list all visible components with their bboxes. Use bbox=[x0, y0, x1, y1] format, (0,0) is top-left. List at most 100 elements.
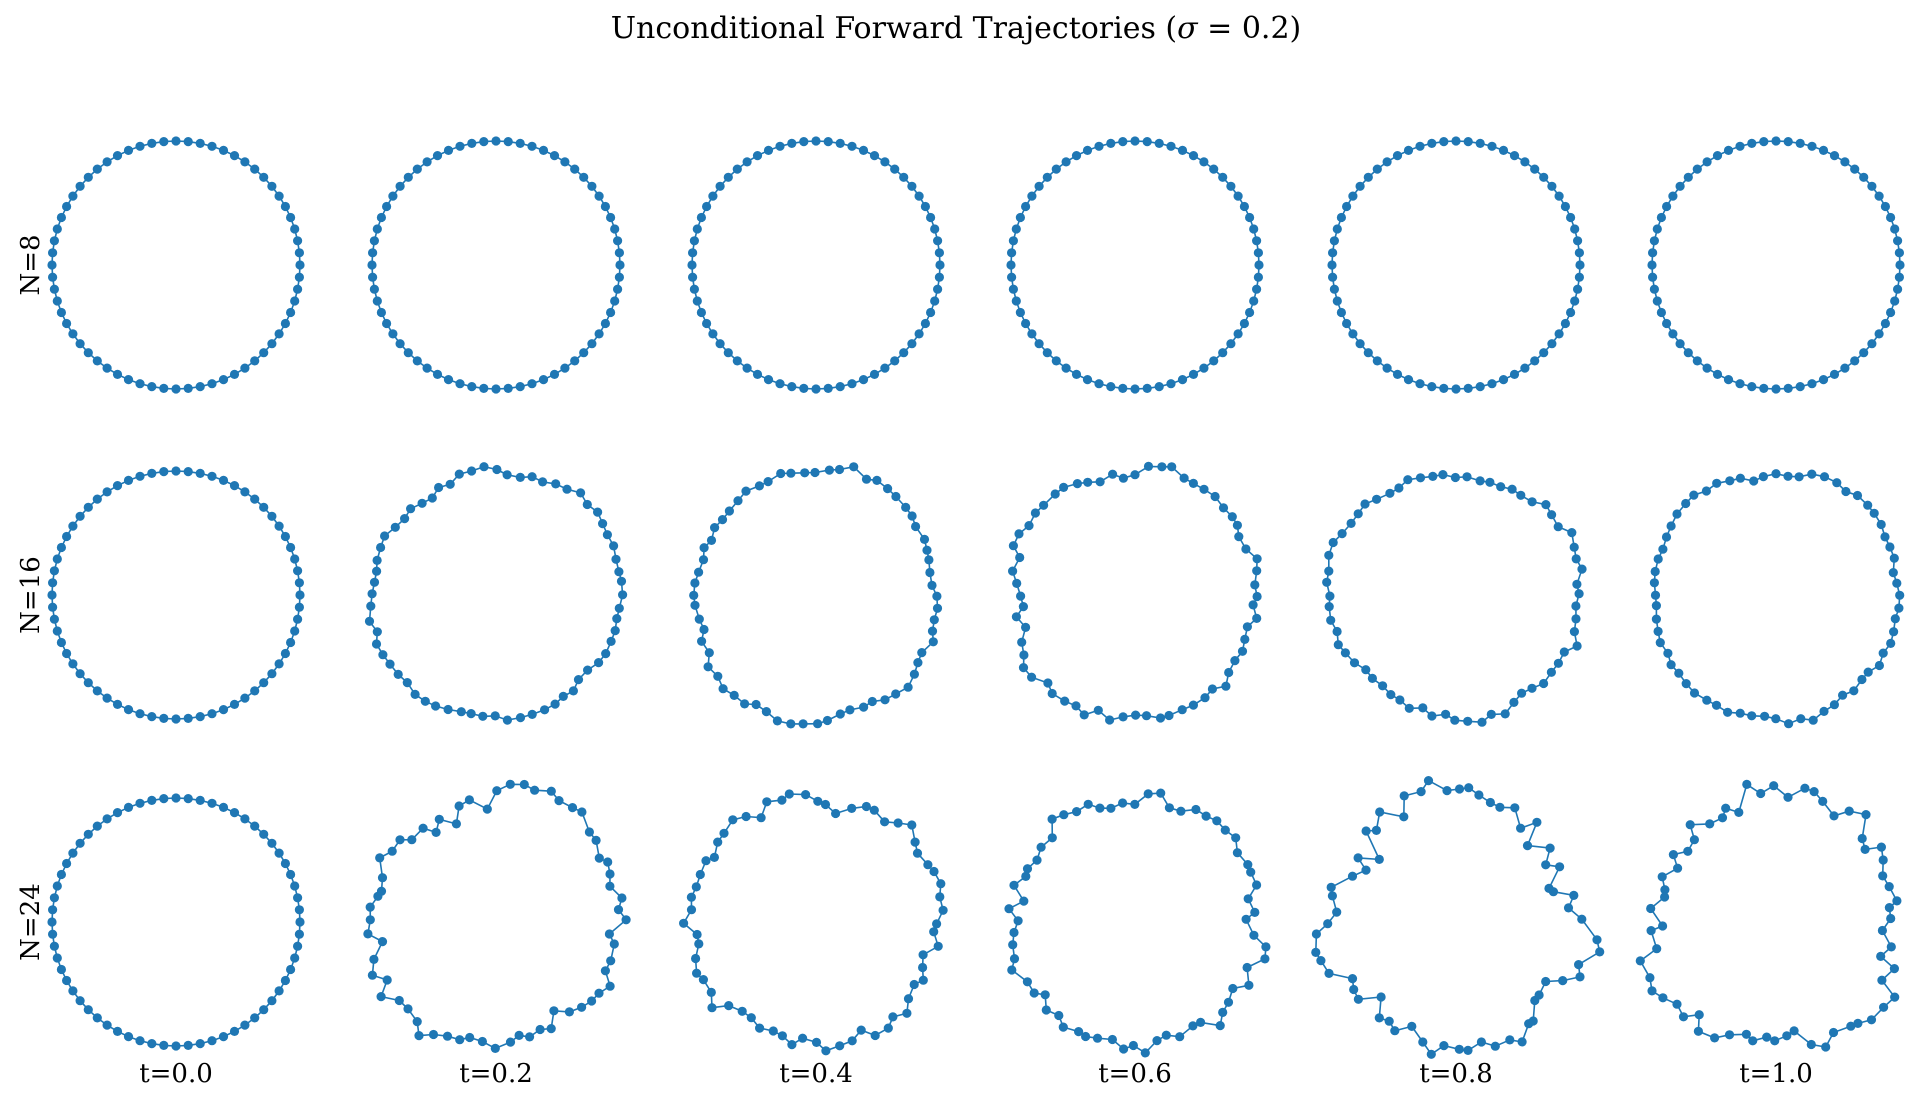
column-label-t0-2: t=0.2 bbox=[459, 1059, 533, 1089]
trajectory-point bbox=[1239, 318, 1249, 329]
trajectory-point bbox=[922, 545, 932, 555]
trajectory-point bbox=[740, 699, 750, 709]
trajectory-point bbox=[47, 917, 57, 927]
trajectory-point bbox=[1423, 776, 1434, 786]
trajectory-point bbox=[293, 614, 303, 624]
trajectory-point bbox=[1009, 954, 1020, 964]
trajectory-point bbox=[455, 1035, 465, 1045]
trajectory-point bbox=[466, 709, 476, 719]
trajectory-point bbox=[159, 713, 169, 724]
trajectory-point bbox=[1692, 356, 1702, 366]
trajectory-point bbox=[48, 578, 58, 588]
trajectory-point bbox=[1554, 191, 1564, 201]
trajectory-point bbox=[689, 284, 700, 294]
trajectory-point bbox=[1224, 667, 1234, 678]
trajectory-point bbox=[1498, 375, 1509, 385]
trajectory-point bbox=[1188, 151, 1199, 161]
trajectory-point bbox=[135, 798, 145, 808]
trajectory-point bbox=[1212, 816, 1222, 826]
trajectory-point bbox=[1232, 848, 1242, 858]
trajectory-point bbox=[373, 891, 383, 901]
trajectory-point bbox=[432, 369, 443, 379]
trajectory-point bbox=[613, 236, 623, 246]
trajectory-point bbox=[240, 363, 250, 373]
trajectory-point bbox=[1685, 820, 1695, 830]
trajectory-point bbox=[728, 815, 738, 825]
trajectory-point bbox=[1723, 707, 1733, 717]
trajectory-point bbox=[412, 164, 422, 174]
trajectory-point bbox=[102, 487, 112, 497]
trajectory-point bbox=[1324, 602, 1334, 612]
trajectory-point bbox=[363, 929, 373, 939]
trajectory-point bbox=[1395, 695, 1405, 705]
trajectory-point bbox=[883, 1023, 893, 1033]
trajectory-point bbox=[1188, 369, 1199, 379]
panel-n24-t0-2 bbox=[363, 779, 631, 1053]
trajectory-point bbox=[1382, 363, 1392, 373]
trajectory-point bbox=[92, 821, 102, 831]
trajectory-point bbox=[1191, 804, 1201, 815]
trajectory-point bbox=[756, 813, 766, 823]
trajectory-point bbox=[1384, 1016, 1394, 1026]
trajectory-point bbox=[1082, 375, 1093, 385]
trajectory-point bbox=[689, 590, 699, 601]
trajectory-point bbox=[1072, 807, 1082, 817]
trajectory-point bbox=[365, 915, 375, 925]
trajectory-point bbox=[869, 369, 880, 379]
trajectory-point bbox=[605, 981, 615, 991]
trajectory-point bbox=[932, 591, 942, 601]
trajectory-point bbox=[741, 486, 751, 496]
trajectory-point bbox=[403, 348, 413, 358]
trajectory-point bbox=[1009, 927, 1019, 938]
trajectory-point bbox=[1218, 503, 1229, 513]
trajectory-point bbox=[742, 157, 752, 167]
trajectory-point bbox=[1232, 520, 1242, 530]
trajectory-point bbox=[546, 786, 556, 796]
trajectory-point bbox=[1047, 833, 1057, 843]
trajectory-point bbox=[1418, 1037, 1428, 1047]
trajectory-point bbox=[1553, 658, 1563, 668]
trajectory-point bbox=[68, 521, 78, 531]
trajectory-point bbox=[1360, 499, 1370, 509]
trajectory-point bbox=[1081, 1031, 1091, 1042]
trajectory-point bbox=[207, 471, 217, 481]
trajectory-point bbox=[1539, 348, 1549, 358]
trajectory-point bbox=[1683, 348, 1693, 358]
trajectory-point bbox=[1735, 708, 1745, 718]
trajectory-point bbox=[1332, 626, 1342, 637]
panel-n24-t0-4 bbox=[679, 789, 948, 1056]
trajectory-point bbox=[701, 856, 711, 866]
trajectory-point bbox=[1653, 554, 1663, 564]
trajectory-point bbox=[1886, 307, 1896, 318]
trajectory-point bbox=[1742, 779, 1752, 790]
trajectory-point bbox=[821, 1046, 831, 1056]
trajectory-point bbox=[1355, 181, 1365, 191]
trajectory-point bbox=[1245, 212, 1255, 223]
trajectory-point bbox=[479, 137, 489, 147]
trajectory-point bbox=[445, 479, 455, 489]
trajectory-point bbox=[1030, 508, 1040, 518]
trajectory-point bbox=[776, 468, 786, 479]
trajectory-point bbox=[1840, 363, 1850, 373]
trajectory-point bbox=[1547, 510, 1557, 520]
trajectory-point bbox=[925, 567, 935, 578]
row-labels: N=8 N=16 N=24 bbox=[16, 234, 46, 960]
trajectory-point bbox=[1756, 788, 1766, 799]
trajectory-point bbox=[1735, 379, 1745, 389]
trajectory-point bbox=[367, 970, 377, 980]
trajectory-point bbox=[1874, 329, 1884, 339]
trajectory-point bbox=[835, 709, 845, 719]
trajectory-point bbox=[880, 157, 890, 167]
trajectory-point bbox=[1019, 896, 1029, 906]
row-label-n24: N=24 bbox=[16, 883, 46, 961]
trajectory-point bbox=[427, 493, 437, 503]
trajectory-point bbox=[1128, 1040, 1138, 1051]
trajectory-point bbox=[761, 707, 772, 717]
trajectory-point bbox=[183, 713, 193, 724]
trajectory-point bbox=[1242, 962, 1252, 973]
trajectory-point bbox=[1016, 591, 1026, 601]
trajectory-point bbox=[741, 811, 751, 822]
trajectory-point bbox=[1177, 705, 1187, 715]
trajectory-point bbox=[799, 137, 809, 147]
